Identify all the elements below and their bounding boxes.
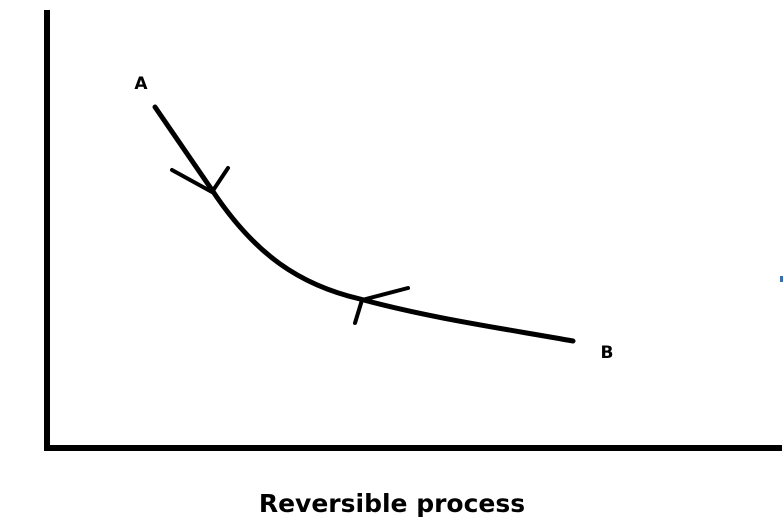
point-label: A [134, 74, 148, 94]
process-curve [152, 104, 576, 344]
point-label: B [601, 343, 614, 363]
edge-mark [780, 276, 783, 282]
caption: Reversible process [259, 489, 525, 518]
arrow-forward [170, 166, 230, 194]
arrow-reverse [353, 286, 410, 325]
